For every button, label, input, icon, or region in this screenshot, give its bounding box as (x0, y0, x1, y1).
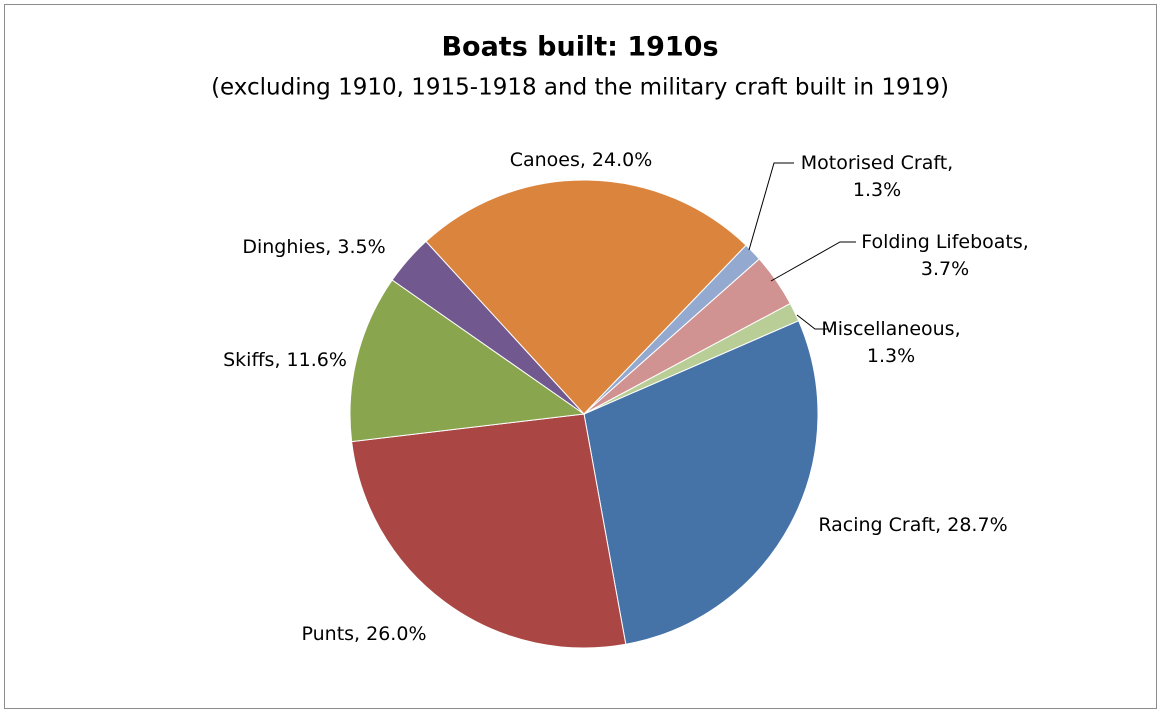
data-label: Punts, 26.0% (302, 623, 427, 645)
data-label-line: Racing Craft, 28.7% (818, 514, 1007, 536)
pie-slice (349, 279, 586, 443)
data-label: Skiffs, 11.6% (223, 349, 347, 371)
data-label-line: 1.3% (867, 345, 915, 367)
data-label: Miscellaneous, 1.3% (821, 318, 960, 367)
pie-slice (425, 179, 747, 415)
data-label: Folding Lifeboats, 3.7% (861, 231, 1029, 280)
pie-slice (351, 413, 627, 649)
data-label: Dinghies, 3.5% (242, 236, 385, 258)
leader-line (748, 162, 794, 251)
data-label-line: Dinghies, 3.5% (242, 236, 385, 258)
chart-subtitle: (excluding 1910, 1915-1918 and the milit… (211, 75, 949, 101)
data-label: Racing Craft, 28.7% (818, 514, 1007, 536)
data-label-line: Skiffs, 11.6% (223, 349, 347, 371)
data-label-line: Punts, 26.0% (302, 623, 427, 645)
data-label-line: Folding Lifeboats, (861, 231, 1029, 253)
data-label: Motorised Craft, 1.3% (801, 152, 953, 201)
data-label-line: Miscellaneous, (821, 318, 960, 340)
pie-slice (583, 302, 800, 415)
data-label: Canoes, 24.0% (510, 149, 653, 171)
data-label-line: Motorised Craft, (801, 152, 953, 174)
data-label-line: 3.7% (921, 258, 969, 280)
leader-line (796, 314, 828, 330)
leader-line (770, 241, 856, 282)
chart-title: Boats built: 1910s (441, 32, 718, 63)
data-label-line: Canoes, 24.0% (510, 149, 653, 171)
pie-slice (583, 320, 819, 645)
data-label-line: 1.3% (853, 179, 901, 201)
